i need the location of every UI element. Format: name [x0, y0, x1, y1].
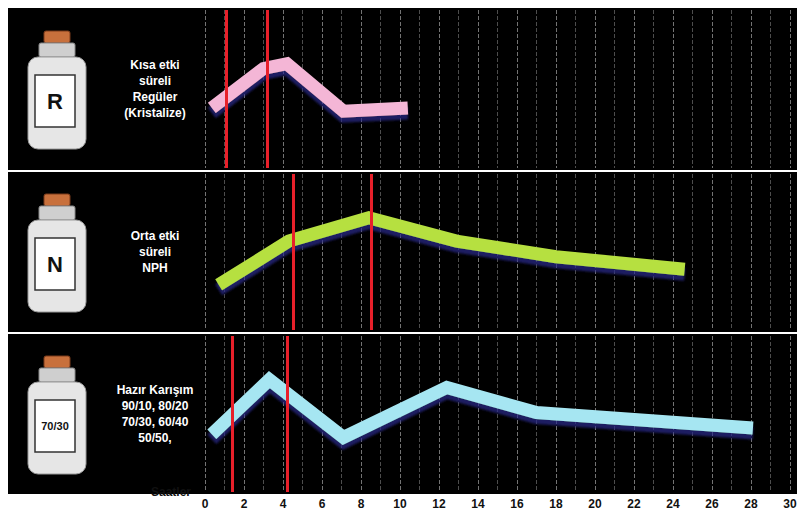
svg-text:Saatler: Saatler — [151, 485, 191, 499]
svg-text:20: 20 — [588, 497, 602, 511]
svg-text:NPH: NPH — [142, 261, 167, 275]
svg-text:30: 30 — [783, 497, 797, 511]
svg-text:70/30, 60/40: 70/30, 60/40 — [122, 415, 189, 429]
svg-text:26: 26 — [705, 497, 719, 511]
svg-text:24: 24 — [666, 497, 680, 511]
svg-text:Orta etki: Orta etki — [131, 229, 180, 243]
svg-text:14: 14 — [471, 497, 485, 511]
svg-text:50/50,: 50/50, — [138, 431, 171, 445]
svg-text:4: 4 — [280, 497, 287, 511]
svg-text:90/10, 80/20: 90/10, 80/20 — [122, 399, 189, 413]
svg-text:70/30: 70/30 — [41, 420, 69, 432]
svg-text:Regüler: Regüler — [133, 90, 178, 104]
svg-text:10: 10 — [393, 497, 407, 511]
svg-text:0: 0 — [202, 497, 209, 511]
svg-text:süreli: süreli — [139, 74, 171, 88]
svg-text:N: N — [47, 252, 63, 277]
svg-text:22: 22 — [627, 497, 641, 511]
svg-text:süreli: süreli — [139, 245, 171, 259]
svg-text:2: 2 — [241, 497, 248, 511]
svg-text:12: 12 — [432, 497, 446, 511]
svg-text:Hazır Karışım: Hazır Karışım — [117, 383, 194, 397]
svg-text:6: 6 — [319, 497, 326, 511]
svg-text:18: 18 — [549, 497, 563, 511]
svg-text:8: 8 — [358, 497, 365, 511]
svg-text:(Kristalize): (Kristalize) — [124, 106, 185, 120]
svg-text:Kısa etki: Kısa etki — [130, 58, 179, 72]
svg-text:28: 28 — [744, 497, 758, 511]
svg-text:R: R — [47, 89, 63, 114]
svg-text:16: 16 — [510, 497, 524, 511]
